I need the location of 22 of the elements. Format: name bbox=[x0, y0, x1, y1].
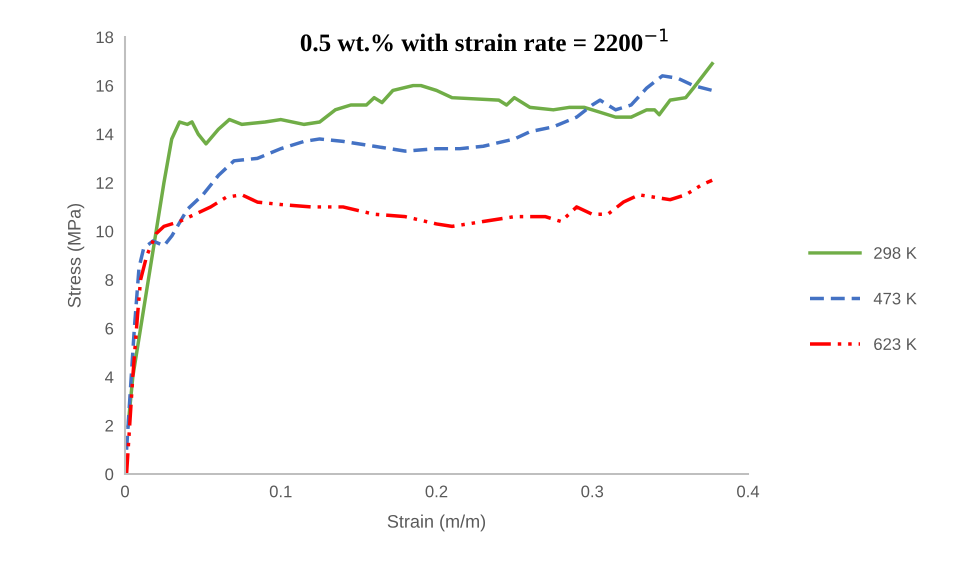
legend-label: 623 K bbox=[874, 338, 917, 350]
line-series bbox=[125, 178, 714, 474]
x-tick-label: 0 bbox=[121, 486, 129, 498]
y-tick-label: 12 bbox=[96, 177, 114, 189]
x-tick-label: 0.3 bbox=[581, 486, 604, 498]
y-tick-label: 4 bbox=[105, 371, 114, 383]
y-axis-title: Stress (MPa) bbox=[67, 204, 84, 308]
y-tick-label: 2 bbox=[105, 420, 114, 432]
y-tick-label: 14 bbox=[96, 128, 114, 140]
x-tick-label: 0.1 bbox=[270, 486, 292, 498]
legend-label: 473 K bbox=[874, 292, 917, 304]
y-tick-label: 0 bbox=[105, 468, 114, 480]
chart-title: 0.5 wt.% with strain rate = 2200$^{−1}$ bbox=[300, 28, 668, 52]
y-tick-label: 16 bbox=[96, 80, 114, 92]
y-tick-label: 18 bbox=[96, 31, 114, 44]
y-tick-label: 6 bbox=[105, 322, 114, 335]
legend-label: 298 K bbox=[874, 247, 917, 259]
x-tick-label: 0.4 bbox=[737, 486, 760, 498]
x-tick-label: 0.2 bbox=[426, 486, 448, 498]
y-tick-label: 8 bbox=[105, 274, 114, 286]
x-axis-title: Strain (m/m) bbox=[388, 514, 486, 532]
y-tick-label: 10 bbox=[96, 226, 114, 238]
